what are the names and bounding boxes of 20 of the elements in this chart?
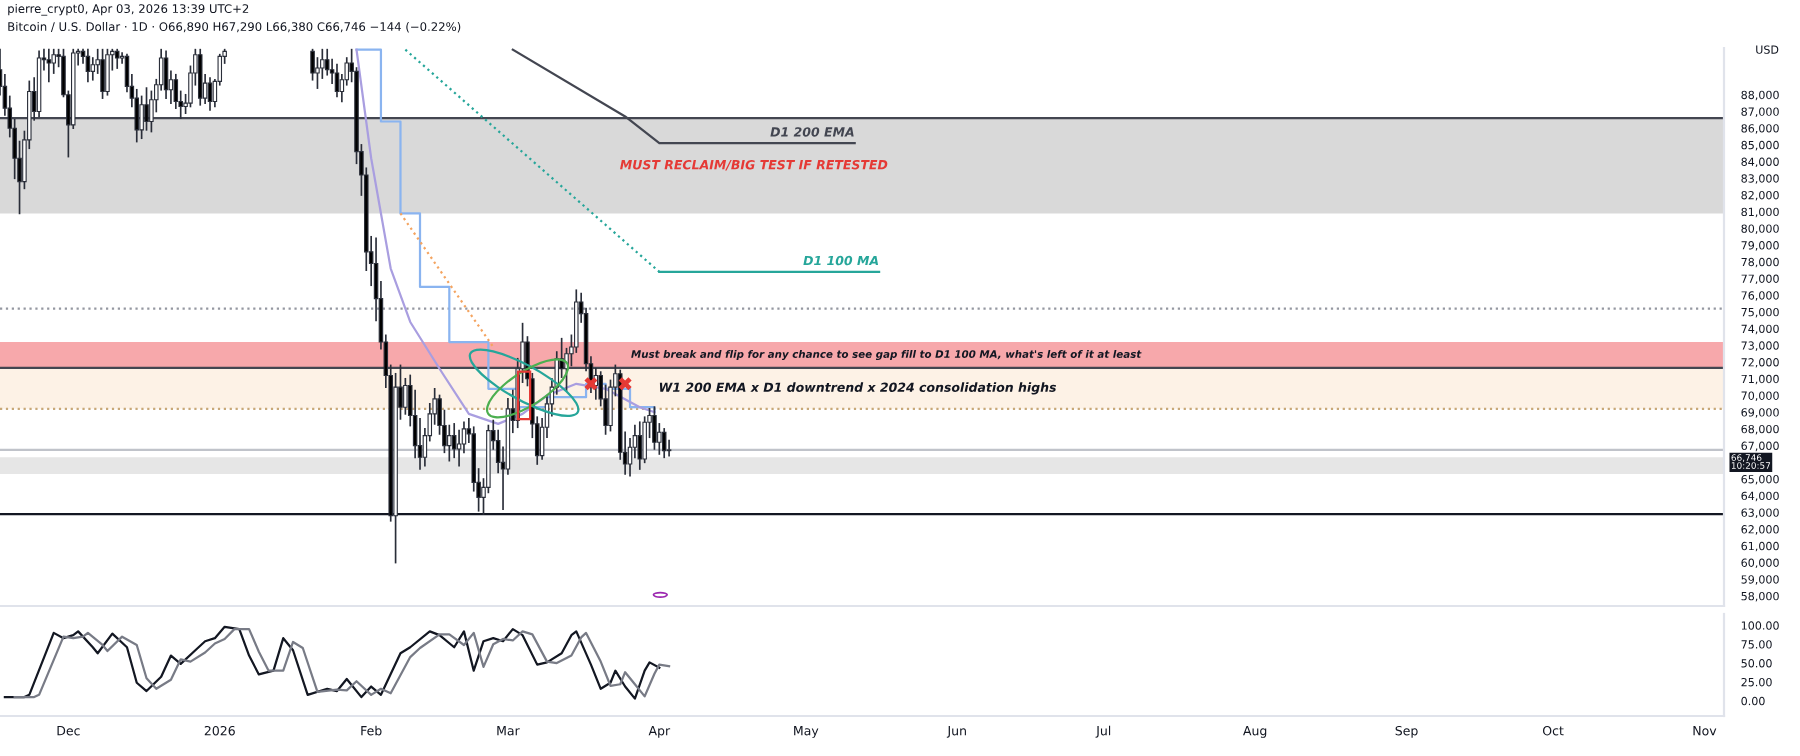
- candlestick: [315, 57, 320, 89]
- candlestick: [144, 87, 149, 131]
- candlestick: [334, 63, 340, 98]
- candlestick: [197, 48, 203, 106]
- candlestick: [310, 48, 315, 81]
- candlestick: [637, 421, 643, 470]
- candlestick: [139, 95, 144, 140]
- candlestick: [207, 77, 213, 111]
- candlestick: [661, 428, 667, 459]
- candlestick: [100, 48, 105, 99]
- candlestick: [451, 423, 457, 459]
- candlestick: [114, 48, 120, 69]
- candlestick: [642, 416, 647, 464]
- candlestick: [652, 406, 657, 450]
- candlestick: [324, 48, 330, 76]
- candlestick: [51, 48, 56, 74]
- candlestick: [105, 48, 110, 96]
- candlestick: [46, 48, 52, 83]
- candlestick: [90, 57, 96, 81]
- candlestick: [456, 429, 462, 467]
